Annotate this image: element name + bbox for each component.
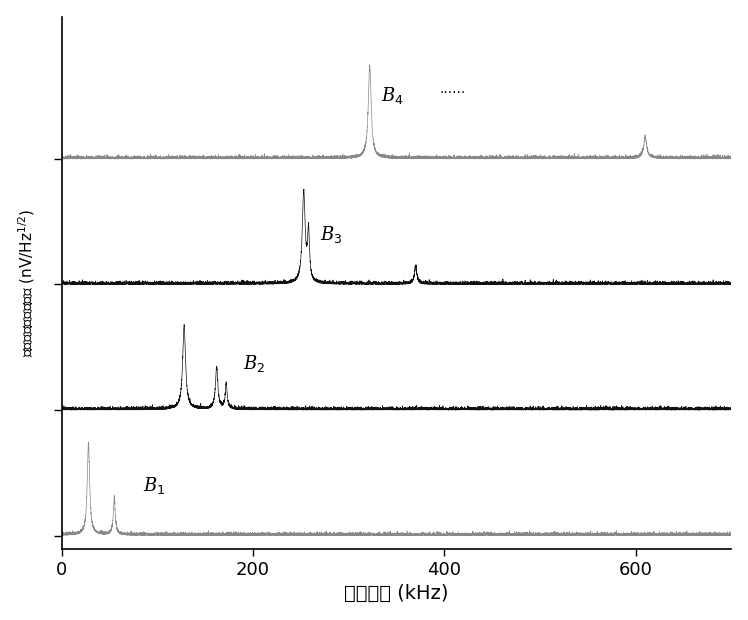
X-axis label: 分析频率 (kHz): 分析频率 (kHz)	[344, 584, 449, 603]
Text: B$_2$: B$_2$	[243, 353, 266, 374]
Y-axis label: 自旋噪声功率谱密度 ($\mathrm{nV/Hz^{1/2}}$): 自旋噪声功率谱密度 ($\mathrm{nV/Hz^{1/2}}$)	[16, 209, 37, 357]
Text: B$_4$: B$_4$	[381, 85, 404, 106]
Text: B$_1$: B$_1$	[143, 475, 165, 496]
Text: ......: ......	[440, 82, 466, 95]
Text: B$_3$: B$_3$	[320, 224, 343, 245]
